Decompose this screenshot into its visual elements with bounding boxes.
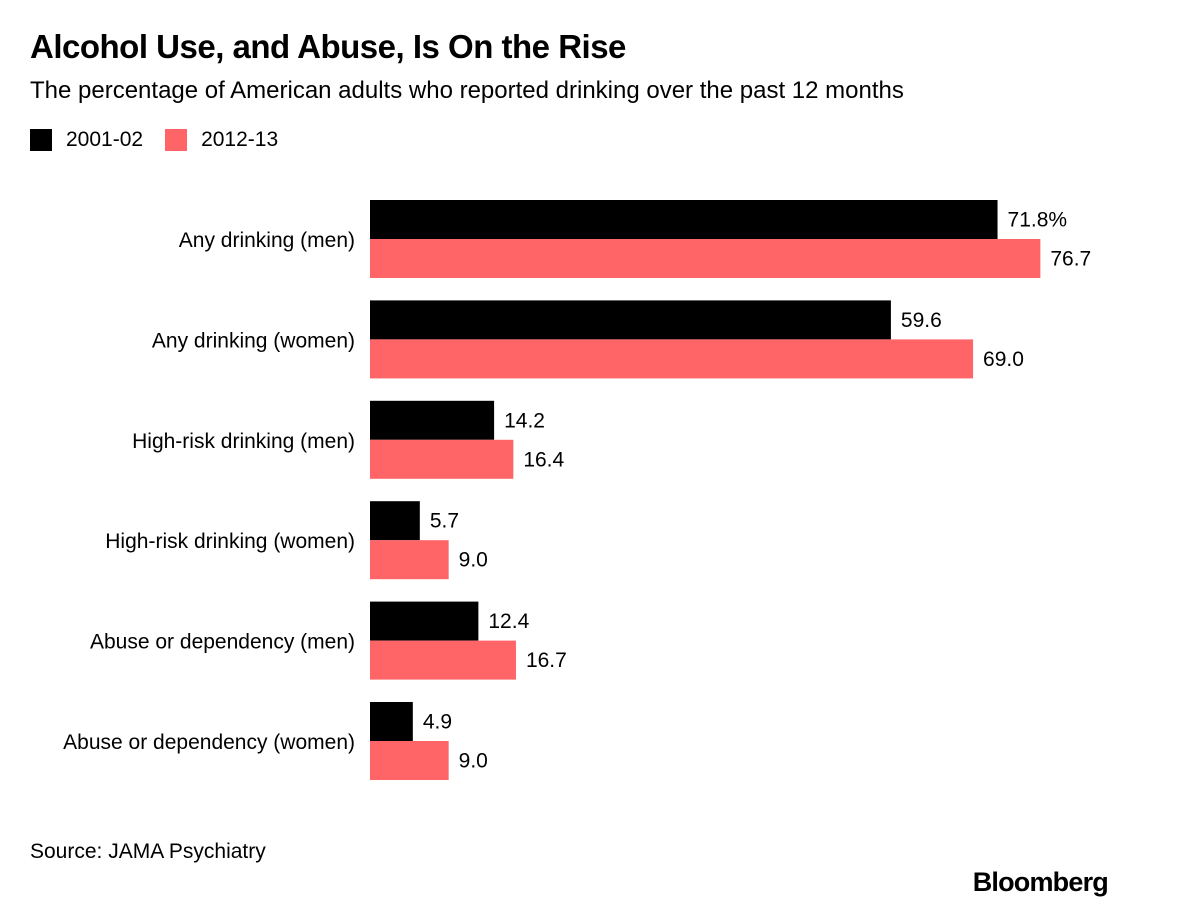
bar-2012-13-any-drinking-men bbox=[370, 239, 1041, 278]
value-label-2012-13-abuse-or-dependency-women: 9.0 bbox=[459, 750, 488, 773]
value-label-2001-02-abuse-or-dependency-men: 12.4 bbox=[488, 610, 529, 633]
value-label-2012-13-any-drinking-men: 76.7 bbox=[1050, 248, 1091, 271]
category-label-high-risk-drinking-women: High-risk drinking (women) bbox=[105, 530, 355, 553]
bar-2001-02-any-drinking-women bbox=[370, 300, 891, 340]
legend-item-2012-13: 2012-13 bbox=[165, 128, 278, 152]
bar-2012-13-abuse-or-dependency-men bbox=[370, 640, 516, 680]
category-label-any-drinking-men: Any drinking (men) bbox=[179, 229, 355, 252]
chart-subtitle: The percentage of American adults who re… bbox=[30, 77, 904, 104]
bar-2001-02-abuse-or-dependency-men bbox=[370, 601, 479, 641]
bar-2012-13-high-risk-drinking-women bbox=[370, 540, 449, 580]
category-label-abuse-or-dependency-men: Abuse or dependency (men) bbox=[90, 631, 355, 654]
chart-title: Alcohol Use, and Abuse, Is On the Rise bbox=[30, 28, 626, 65]
legend-item-2001-02: 2001-02 bbox=[30, 128, 143, 152]
legend: 2001-02 2012-13 bbox=[30, 128, 300, 152]
value-label-2012-13-any-drinking-women: 69.0 bbox=[983, 348, 1024, 371]
value-label-2012-13-high-risk-drinking-women: 9.0 bbox=[459, 549, 488, 572]
bar-2001-02-abuse-or-dependency-women bbox=[370, 702, 413, 741]
category-label-high-risk-drinking-men: High-risk drinking (men) bbox=[132, 430, 355, 453]
legend-label-2012-13: 2012-13 bbox=[201, 128, 279, 151]
category-label-abuse-or-dependency-women: Abuse or dependency (women) bbox=[63, 731, 355, 754]
bar-2012-13-any-drinking-women bbox=[370, 339, 974, 379]
value-label-2012-13-abuse-or-dependency-men: 16.7 bbox=[526, 649, 567, 672]
category-label-any-drinking-women: Any drinking (women) bbox=[152, 329, 355, 352]
value-label-2001-02-any-drinking-women: 59.6 bbox=[901, 309, 942, 332]
bloomberg-logo: Bloomberg bbox=[972, 867, 1109, 897]
bar-2012-13-high-risk-drinking-men bbox=[370, 439, 514, 479]
bar-2001-02-high-risk-drinking-men bbox=[370, 400, 495, 440]
legend-swatch-2012-13 bbox=[165, 129, 188, 151]
legend-label-2001-02: 2001-02 bbox=[66, 128, 144, 151]
value-label-2012-13-high-risk-drinking-men: 16.4 bbox=[523, 448, 564, 471]
value-label-2001-02-high-risk-drinking-women: 5.7 bbox=[430, 510, 459, 533]
legend-swatch-2001-02 bbox=[30, 129, 52, 151]
bar-2012-13-abuse-or-dependency-women bbox=[370, 741, 449, 780]
value-label-2001-02-abuse-or-dependency-women: 4.9 bbox=[423, 711, 452, 734]
value-label-2001-02-high-risk-drinking-men: 14.2 bbox=[504, 409, 545, 432]
source-note: Source: JAMA Psychiatry bbox=[30, 840, 266, 863]
bar-2001-02-any-drinking-men bbox=[370, 200, 998, 239]
bar-2001-02-high-risk-drinking-women bbox=[370, 501, 420, 541]
value-label-2001-02-any-drinking-men: 71.8% bbox=[1008, 209, 1068, 232]
